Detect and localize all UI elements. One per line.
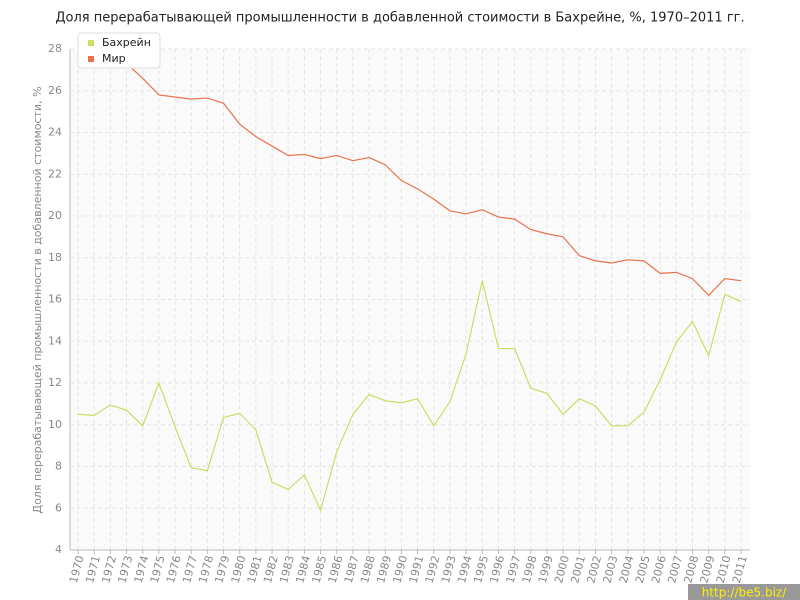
y-tick-label: 4 <box>55 543 62 556</box>
y-tick-label: 16 <box>48 293 62 306</box>
chart-title: Доля перерабатывающей промышленности в д… <box>55 11 744 26</box>
series-line <box>77 54 742 297</box>
legend-box <box>77 32 161 69</box>
y-tick-label: 20 <box>48 209 62 222</box>
y-tick-label: 10 <box>48 418 62 431</box>
y-tick-label: 8 <box>55 460 62 473</box>
y-axis-title: Доля перерабатывающей промышленности в д… <box>31 86 44 513</box>
watermark: http://be5.biz/ <box>702 586 787 600</box>
legend-swatch <box>88 40 94 46</box>
legend-swatch <box>88 56 94 62</box>
legend-label: Бахрейн <box>102 36 151 49</box>
y-tick-label: 14 <box>48 334 62 347</box>
watermark-bg <box>688 584 800 600</box>
legend: Бахрейн Мир <box>77 32 161 69</box>
series-line <box>77 280 742 513</box>
y-tick-label: 28 <box>48 42 62 55</box>
y-tick-label: 18 <box>48 251 62 264</box>
y-tick-label: 24 <box>48 126 62 139</box>
y-tick-label: 6 <box>55 501 62 514</box>
legend-label: Мир <box>102 52 126 65</box>
lines <box>77 54 742 513</box>
y-tick-label: 12 <box>48 376 62 389</box>
y-tick-label: 26 <box>48 84 62 97</box>
y-tick-label: 22 <box>48 167 62 180</box>
